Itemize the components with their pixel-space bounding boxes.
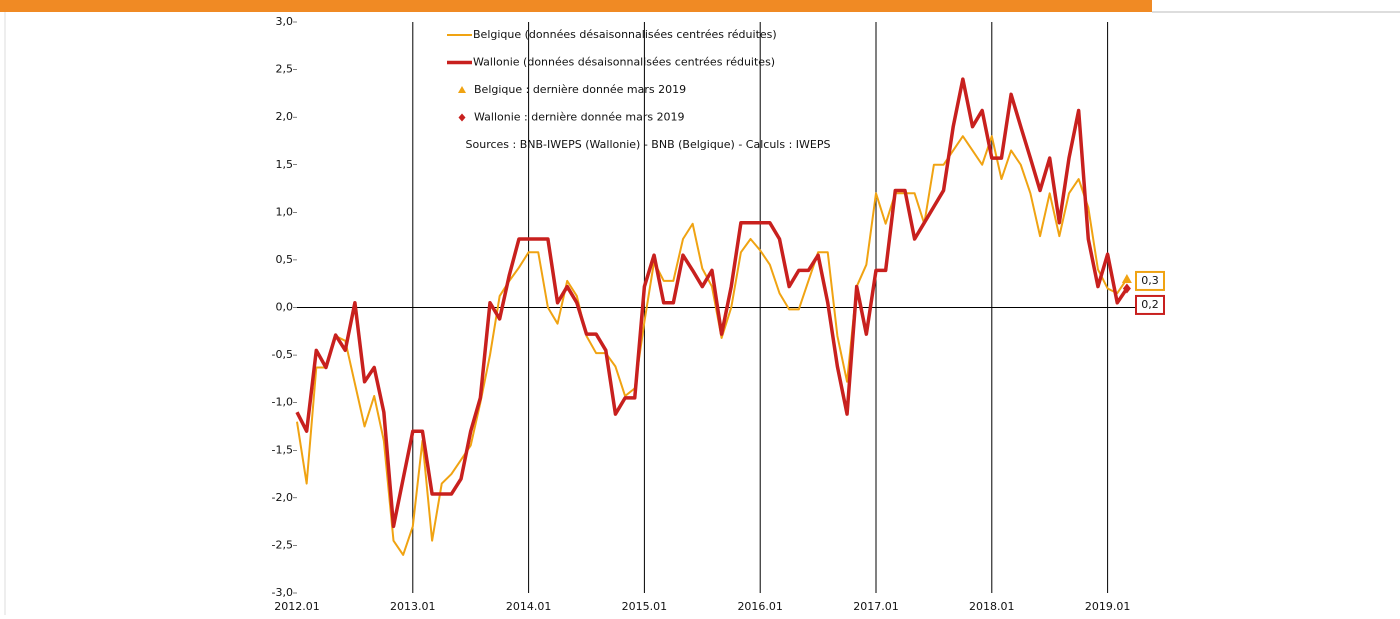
y-tick-label: -1,5	[272, 443, 293, 456]
legend-label: Belgique (données désaisonnalisées centr…	[473, 28, 777, 41]
value-label-box	[1135, 294, 1165, 315]
y-tick-label: -0,5	[272, 348, 293, 361]
legend-swatch	[458, 113, 466, 122]
y-tick-label: 1,5	[276, 158, 294, 171]
y-tick-label: 3,0	[276, 15, 294, 28]
y-tick-label: 0,5	[276, 253, 294, 266]
legend-label: Wallonie : dernière donnée mars 2019	[474, 111, 685, 124]
y-tick-label: -2,0	[272, 491, 293, 504]
chart: -3,0 -2,5 -2,0 -1,5 -1,0 -0,5 0,0 0,5 1,0 1,5 2,0 2…	[272, 15, 1165, 613]
source-note: Sources : BNB-IWEPS (Wallonie) - BNB (Be…	[466, 138, 831, 151]
last-point-marker	[1121, 273, 1132, 283]
legend-label: Belgique : dernière donnée mars 2019	[474, 83, 686, 96]
x-tick-label: 2016.01	[737, 600, 783, 613]
x-tick-label: 2012.01	[274, 600, 320, 613]
x-tick-label: 2017.01	[853, 600, 899, 613]
last-point-marker	[1122, 283, 1131, 294]
value-label-box	[1135, 270, 1165, 291]
y-tick-label: 0,0	[276, 301, 294, 314]
y-tick-label: 2,5	[276, 63, 294, 76]
y-tick-label: 2,0	[276, 110, 294, 123]
header-bar	[0, 0, 1152, 12]
x-tick-label: 2013.01	[390, 600, 436, 613]
y-tick-label: -2,5	[272, 538, 293, 551]
y-tick-label: 1,0	[276, 205, 294, 218]
x-tick-label: 2014.01	[506, 600, 552, 613]
legend-swatch	[458, 86, 466, 93]
value-label: 0,2	[1141, 298, 1159, 311]
x-tick-label: 2015.01	[622, 600, 668, 613]
value-label: 0,3	[1141, 274, 1159, 287]
x-tick-label: 2019.01	[1085, 600, 1131, 613]
line-series	[295, 77, 1129, 529]
legend-label: Wallonie (données désaisonnalisées centr…	[473, 56, 775, 69]
line-series	[296, 135, 1128, 556]
x-tick-label: 2018.01	[969, 600, 1015, 613]
y-tick-label: -3,0	[272, 586, 293, 599]
y-tick-label: -1,0	[272, 396, 293, 409]
